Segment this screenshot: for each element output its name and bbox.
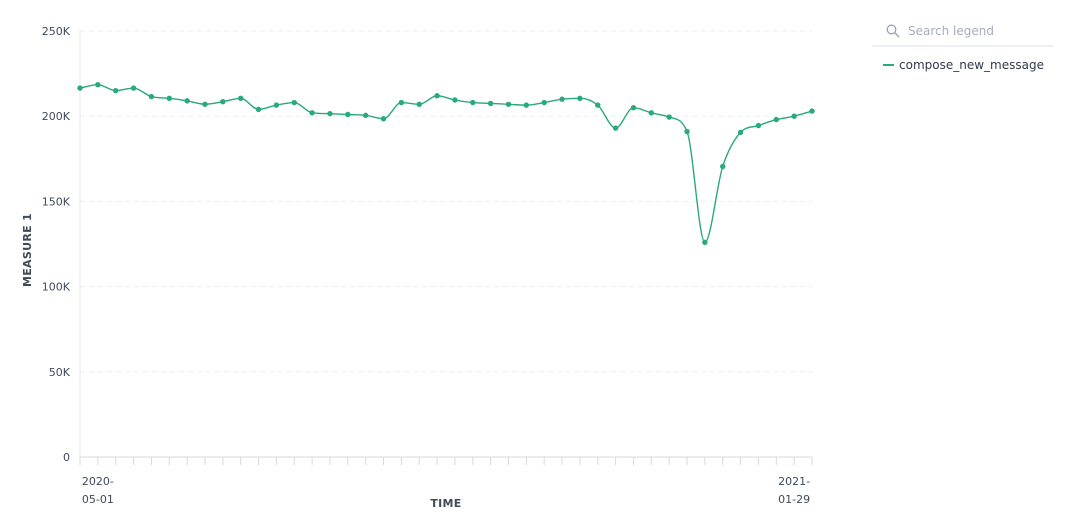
y-tick-label: 250K bbox=[42, 25, 71, 38]
legend-search-box[interactable] bbox=[872, 17, 1053, 47]
data-point[interactable] bbox=[95, 81, 101, 88]
data-point[interactable] bbox=[630, 104, 637, 111]
data-point[interactable] bbox=[720, 163, 726, 170]
legend-item-compose-new-message[interactable]: compose_new_message bbox=[872, 58, 1053, 72]
data-point[interactable] bbox=[398, 99, 405, 106]
x-tick-label: 01-29 bbox=[778, 493, 810, 506]
y-axis-title: MEASURE 1 bbox=[21, 213, 34, 287]
legend-search-input[interactable] bbox=[908, 24, 1038, 38]
data-point[interactable] bbox=[809, 108, 815, 114]
grid-lines bbox=[80, 30, 812, 373]
data-point[interactable] bbox=[362, 112, 369, 119]
data-point[interactable] bbox=[380, 116, 387, 122]
data-point[interactable] bbox=[737, 129, 744, 136]
x-tick-label: 05-01 bbox=[82, 493, 114, 506]
series-layer bbox=[77, 81, 815, 245]
x-axis-tick-labels: 2020- 05-01 2021- 01-29 bbox=[82, 475, 810, 506]
y-tick-label: 200K bbox=[42, 110, 71, 123]
data-point[interactable] bbox=[595, 102, 601, 108]
data-point[interactable] bbox=[684, 128, 690, 135]
data-point[interactable] bbox=[541, 99, 547, 106]
data-point[interactable] bbox=[130, 85, 137, 91]
data-point[interactable] bbox=[773, 116, 779, 123]
legend-panel: compose_new_message bbox=[872, 17, 1053, 72]
data-point[interactable] bbox=[273, 102, 280, 108]
data-point[interactable] bbox=[612, 125, 619, 131]
data-point[interactable] bbox=[148, 93, 155, 100]
data-point[interactable] bbox=[166, 95, 172, 102]
data-point[interactable] bbox=[345, 111, 351, 118]
data-point[interactable] bbox=[202, 101, 208, 107]
legend-item-label: compose_new_message bbox=[899, 58, 1044, 72]
data-point[interactable] bbox=[237, 95, 244, 102]
data-point[interactable] bbox=[505, 101, 512, 107]
search-icon bbox=[886, 24, 900, 38]
y-tick-label: 0 bbox=[63, 451, 70, 464]
data-point[interactable] bbox=[577, 95, 583, 102]
data-point[interactable] bbox=[791, 113, 797, 119]
x-tick-label: 2020- bbox=[82, 475, 114, 488]
data-point[interactable] bbox=[291, 99, 297, 106]
data-point[interactable] bbox=[470, 99, 476, 106]
data-point[interactable] bbox=[702, 239, 708, 245]
data-point[interactable] bbox=[452, 97, 458, 103]
data-point[interactable] bbox=[113, 87, 119, 94]
series-line-compose-new-message bbox=[79, 83, 813, 243]
data-point[interactable] bbox=[416, 101, 422, 107]
data-point[interactable] bbox=[255, 106, 262, 113]
y-axis-tick-labels: 0 50K 100K 150K 200K 250K bbox=[42, 25, 71, 464]
data-point[interactable] bbox=[220, 99, 226, 105]
legend-swatch bbox=[883, 64, 894, 66]
data-point[interactable] bbox=[648, 110, 655, 116]
data-point[interactable] bbox=[434, 93, 440, 99]
data-point[interactable] bbox=[666, 114, 672, 120]
data-point[interactable] bbox=[327, 110, 333, 117]
data-point[interactable] bbox=[559, 96, 565, 102]
x-axis-ticks bbox=[79, 457, 813, 465]
y-tick-label: 100K bbox=[42, 281, 71, 294]
data-point[interactable] bbox=[523, 102, 530, 108]
data-point[interactable] bbox=[309, 110, 315, 116]
x-tick-label: 2021- bbox=[778, 475, 810, 488]
data-point[interactable] bbox=[184, 98, 190, 104]
y-tick-label: 150K bbox=[42, 195, 71, 208]
data-point[interactable] bbox=[487, 100, 494, 107]
data-point[interactable] bbox=[77, 85, 83, 91]
x-axis-title: TIME bbox=[430, 497, 461, 510]
y-tick-label: 50K bbox=[49, 366, 71, 379]
data-point[interactable] bbox=[755, 122, 762, 129]
